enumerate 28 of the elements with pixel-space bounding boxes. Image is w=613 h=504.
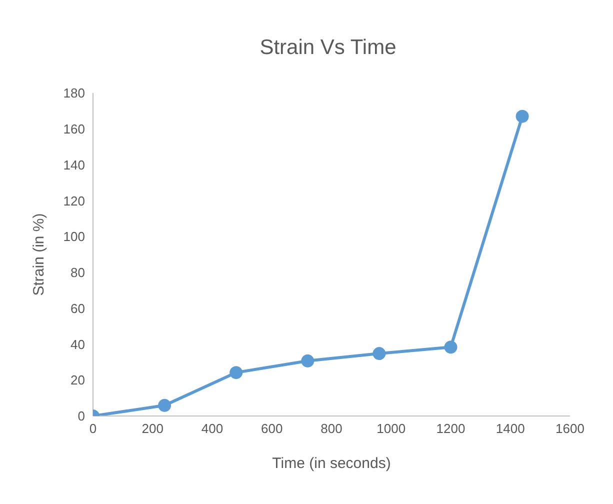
x-tick-label: 800 — [320, 421, 342, 436]
x-tick-label: 0 — [89, 421, 97, 436]
point — [158, 398, 172, 412]
x-tick-label: 200 — [142, 421, 164, 436]
point — [230, 366, 243, 380]
point — [301, 354, 314, 368]
y-axis-title: Strain (in %) — [30, 213, 48, 296]
x-tick-label: 400 — [201, 421, 224, 436]
y-tick-label: 80 — [70, 265, 85, 280]
y-tick-label: 20 — [70, 372, 85, 388]
point — [516, 110, 529, 123]
y-tick-label: 160 — [63, 122, 85, 137]
x-tick-label: 1400 — [496, 421, 525, 436]
x-tick-label: 1000 — [376, 421, 406, 436]
y-tick-label: 60 — [70, 300, 85, 316]
y-tick-label: 100 — [63, 229, 85, 244]
chart-title: Strain Vs Time — [258, 36, 398, 60]
x-tick-label: 1600 — [556, 421, 584, 436]
y-tick-label: 0 — [78, 408, 85, 424]
y-tick-label: 140 — [63, 157, 85, 172]
point — [372, 347, 386, 360]
y-tick-label: 40 — [70, 336, 85, 352]
point — [444, 340, 458, 354]
x-axis-title: Time (in seconds) — [272, 455, 391, 472]
y-tick-label: 120 — [63, 193, 85, 208]
y-tick-label: 180 — [63, 86, 85, 101]
x-tick-label: 1200 — [436, 421, 466, 436]
x-tick-label: 600 — [261, 421, 283, 436]
